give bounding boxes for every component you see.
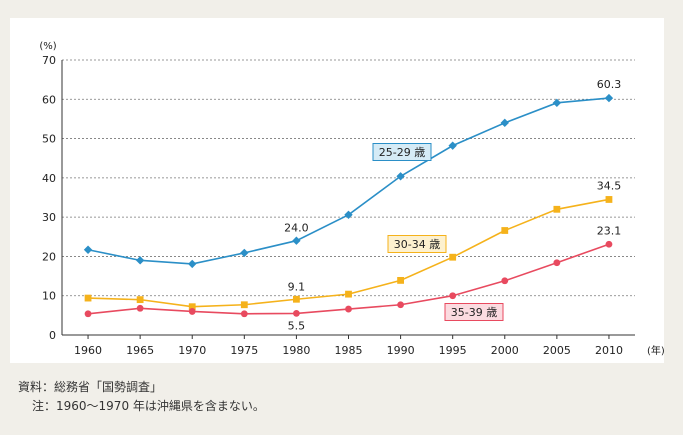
x-tick-label-1975: 1975 [230,344,258,357]
series-label-box-0 [372,143,432,161]
y-tick-label-20: 20 [42,250,56,263]
chart-panel: 0 10 20 30 40 50 60 70 1960 1965 1970 1975 1980 1985 1… [10,18,664,363]
data-point-s1-1975 [240,301,248,309]
y-tick-label-70: 70 [42,54,56,67]
series-label-box-1 [387,235,447,253]
data-point-s1-2010 [605,196,613,203]
data-point-s0-1995 [448,141,457,150]
series-line-0 [87,97,610,265]
chart-notes: 資料：総務省「国勢調査」 注：1960～1970 年は沖縄県を含まない。 [18,378,265,416]
exclusion-note: 注：1960～1970 年は沖縄県を含まない。 [32,399,265,413]
data-point-s1-1970 [188,303,196,311]
y-unit-label: (%) [39,41,56,52]
data-point-s1-1965 [136,296,144,304]
annotation-35-39-2010: 23.1 [597,224,622,237]
source-note: 資料：総務省「国勢調査」 [18,380,163,394]
data-point-s1-1985 [345,290,352,298]
series-label-box-2 [444,303,504,321]
data-point-s0-1970 [188,259,197,269]
annotation-25-29-1980: 24.0 [284,222,309,235]
data-point-s2-1980 [293,309,300,317]
data-point-s2-1970 [188,308,196,315]
x-tick-label-2000: 2000 [491,344,519,357]
y-tick-label-50: 50 [42,133,56,146]
x-tick-label-1980: 1980 [282,344,310,357]
x-tick-label-2005: 2005 [543,344,571,357]
data-point-s2-1990 [397,301,404,309]
annotation-35-39-1980: 5.5 [288,319,306,332]
annotation-30-34-2010: 34.5 [597,179,622,192]
data-point-s1-1980 [293,295,300,303]
x-tick-label-1995: 1995 [439,344,467,357]
x-tick-label-2010: 2010 [595,344,623,357]
x-tick-label-1965: 1965 [126,344,154,357]
data-point-s2-2000 [501,277,509,285]
annotation-30-34-1980: 9.1 [288,280,306,293]
data-point-s1-1990 [397,276,404,284]
data-point-s0-1960 [83,245,93,254]
data-point-s0-1975 [240,248,249,258]
series-label-1: 30-34 歳 [394,238,440,251]
data-point-s0-1985 [344,210,353,219]
data-point-s2-1975 [240,310,248,318]
y-tick-label-0: 0 [49,329,56,342]
data-point-s2-2010 [605,240,613,248]
data-point-s0-2010 [604,93,614,103]
data-point-s0-1965 [135,256,145,265]
data-point-s1-2000 [501,227,509,234]
data-point-s2-1995 [449,292,457,300]
data-point-s0-2000 [500,118,509,128]
x-tick-label-1970: 1970 [178,344,206,357]
data-point-s2-2005 [553,259,561,267]
series-label-2: 35-39 歳 [451,306,497,319]
data-point-s1-1960 [84,294,92,302]
data-point-s1-2005 [553,205,561,213]
data-point-s0-1980 [292,236,301,245]
y-tick-label-10: 10 [42,290,56,303]
x-tick-label-1960: 1960 [74,344,102,357]
x-unit-label: (年) [647,344,664,357]
line-chart: 0 10 20 30 40 50 60 70 1960 1965 1970 1975 1980 1985 1… [39,41,664,357]
data-point-s2-1960 [84,310,92,318]
x-tick-label-1990: 1990 [387,344,415,357]
y-tick-label-60: 60 [42,93,56,106]
data-point-s0-1990 [396,172,405,181]
data-point-s0-2005 [552,98,562,108]
series-label-0: 25-29 歳 [379,146,425,159]
data-point-s2-1985 [345,305,352,313]
data-point-s1-1995 [449,253,457,261]
annotation-25-29-2010: 60.3 [597,78,622,91]
y-tick-label-30: 30 [42,211,56,224]
data-point-s2-1965 [136,304,144,312]
x-tick-label-1985: 1985 [335,344,363,357]
y-tick-label-40: 40 [42,172,56,185]
